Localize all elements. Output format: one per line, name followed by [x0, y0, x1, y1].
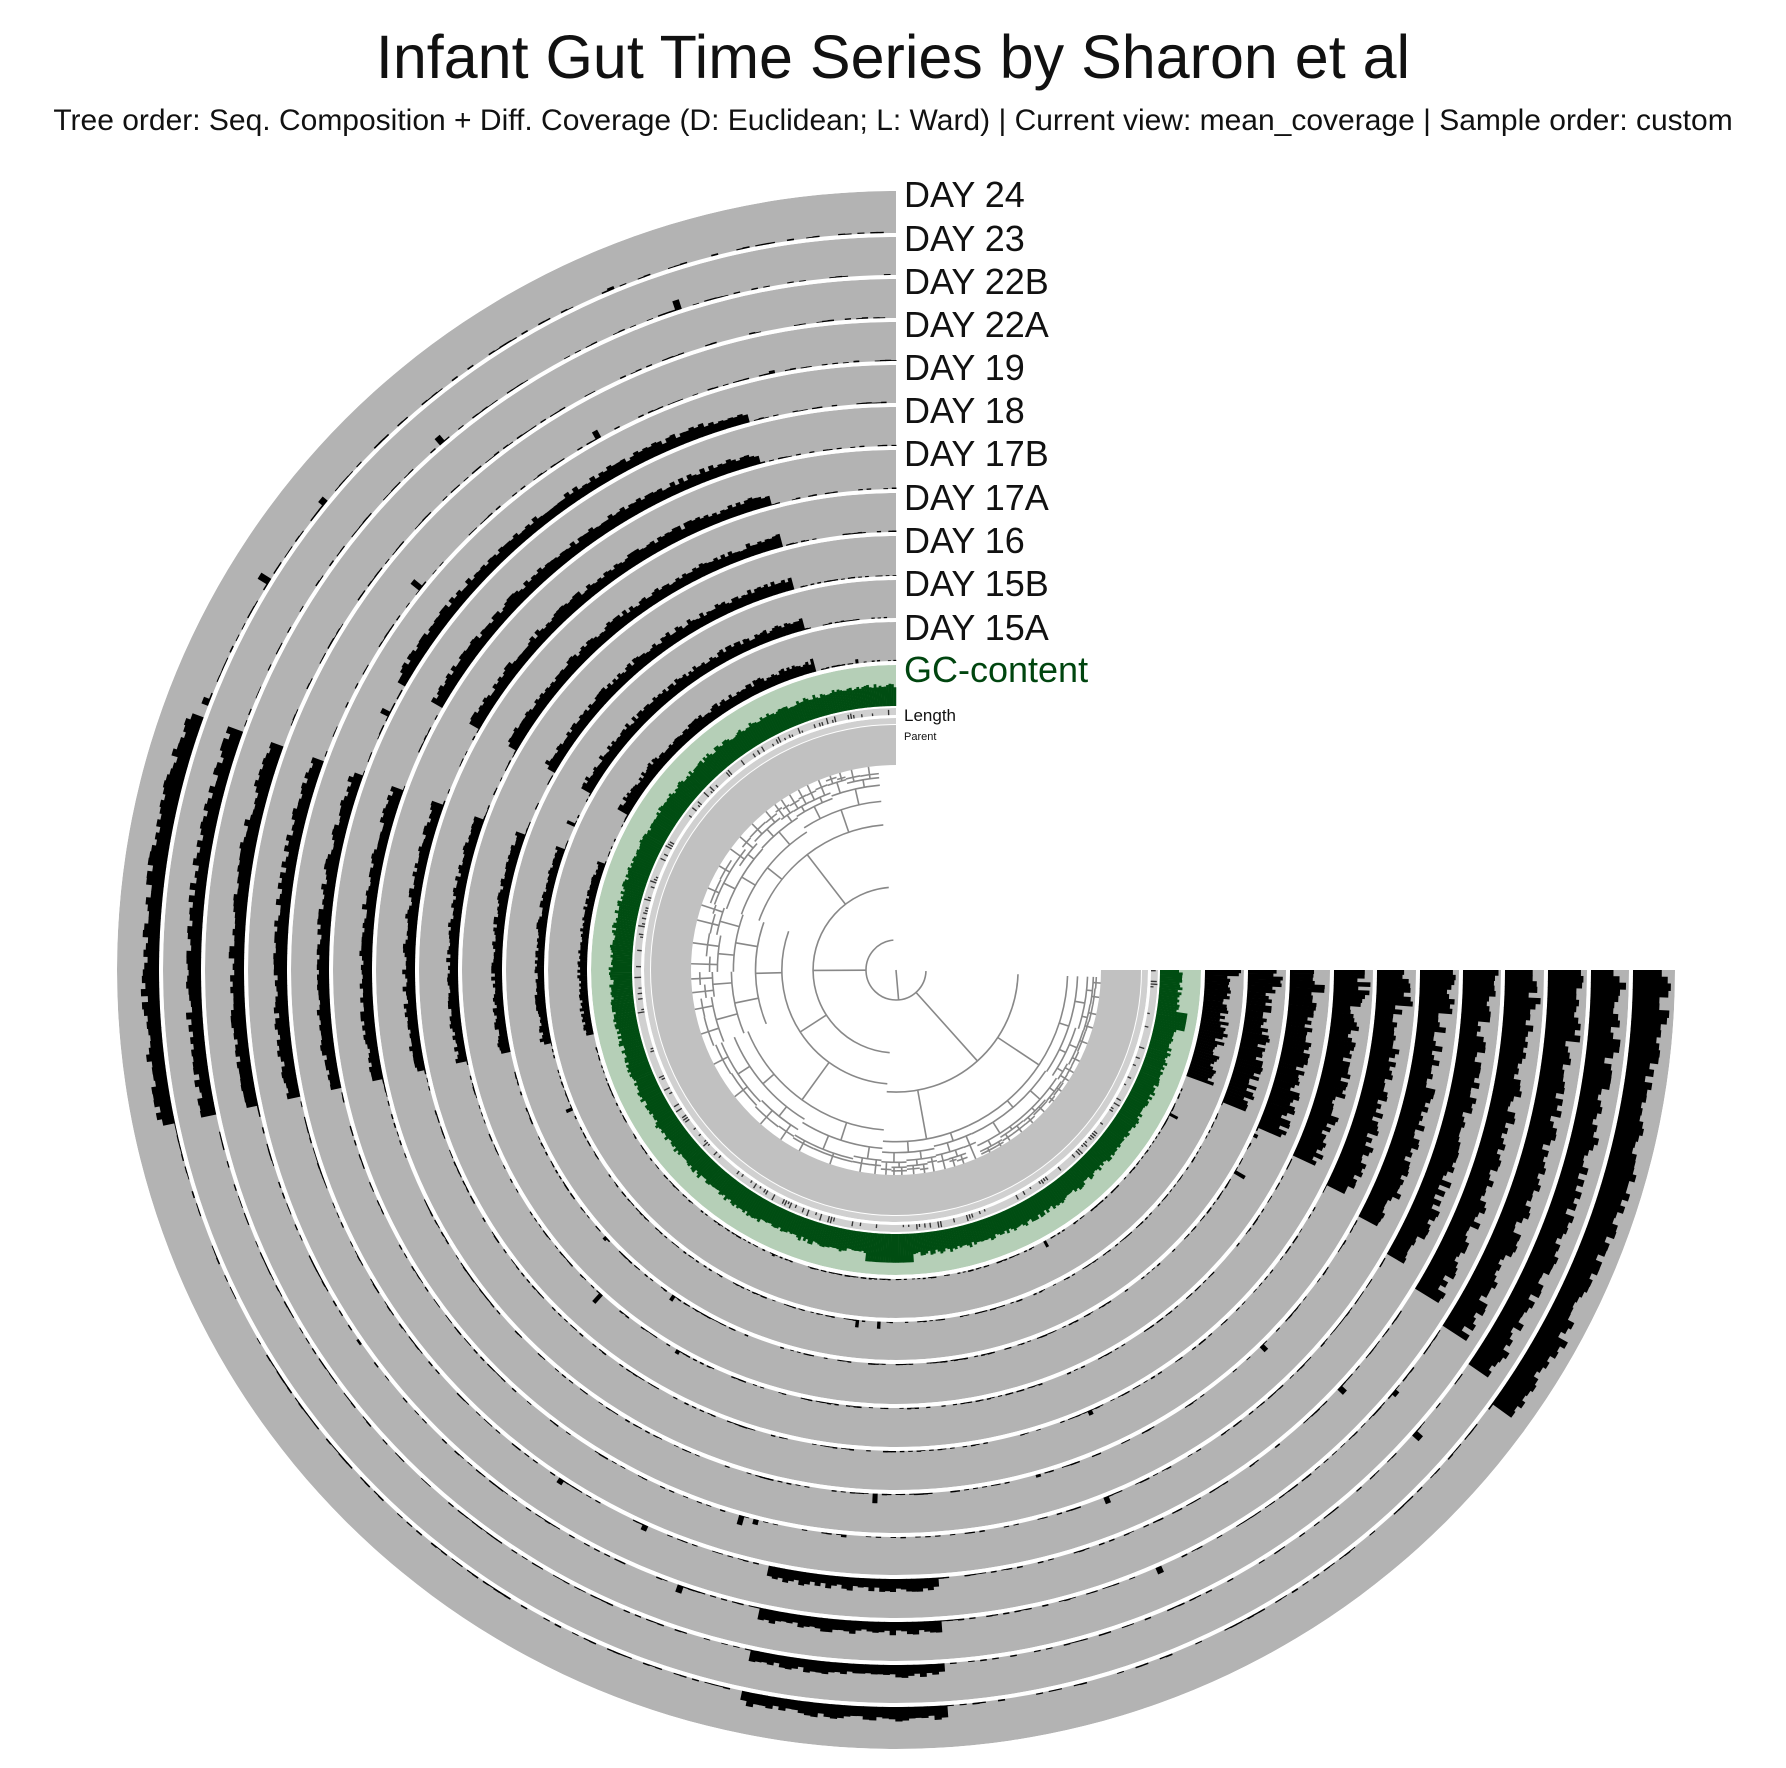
layer-label-day-18: DAY 18 — [904, 390, 1025, 431]
layer-label-day-17a: DAY 17A — [904, 477, 1049, 518]
bars-length — [634, 709, 1158, 1230]
bars-day-17b — [402, 487, 1413, 1453]
layer-label-day-23: DAY 23 — [904, 218, 1025, 259]
bars-day-16 — [491, 575, 1325, 1366]
bars-day-24 — [140, 231, 1671, 1722]
page-subtitle: Tree order: Seq. Composition + Diff. Cov… — [53, 104, 1733, 137]
layer-label-day-17b: DAY 17B — [904, 433, 1049, 474]
layer-label-day-24: DAY 24 — [904, 174, 1025, 215]
bars-day-23 — [185, 274, 1627, 1678]
layer-label-day-15a: DAY 15A — [904, 607, 1049, 648]
layer-label-day-19: DAY 19 — [904, 347, 1025, 388]
layer-label-day-16: DAY 16 — [904, 520, 1025, 561]
bars-day-22b — [228, 317, 1584, 1636]
layer-label-day-15b: DAY 15B — [904, 563, 1049, 604]
layer-label-day-22a: DAY 22A — [904, 304, 1049, 345]
bars-day-19 — [316, 401, 1499, 1539]
bars-day-17a — [446, 530, 1371, 1410]
layer-label-length: Length — [904, 706, 956, 725]
bars-day-15a — [577, 658, 1242, 1281]
bars-gc-content — [608, 683, 1188, 1263]
bars-day-22a — [273, 359, 1541, 1593]
layer-label-parent: Parent — [904, 731, 936, 743]
layer-rings — [115, 189, 1677, 1751]
dendrogram — [651, 725, 1141, 1215]
layer-label-gc-content: GC-content — [904, 649, 1088, 690]
bars-day-18 — [359, 444, 1456, 1504]
bars-day-15b — [534, 616, 1283, 1329]
layer-label-day-22b: DAY 22B — [904, 261, 1049, 302]
page-title: Infant Gut Time Series by Sharon et al — [375, 23, 1411, 91]
